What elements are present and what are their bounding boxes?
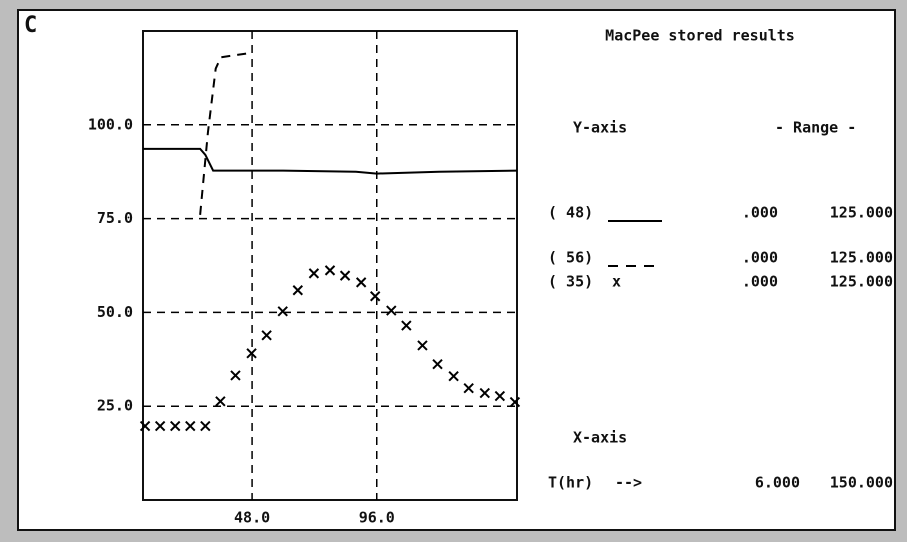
marker — [355, 277, 367, 288]
marker — [369, 291, 381, 302]
x-tick-label: 96.0 — [359, 509, 395, 527]
y-tick-label: 25.0 — [97, 397, 133, 415]
marker — [479, 387, 491, 399]
legend-label: ( 56) — [548, 249, 593, 267]
legend-label: ( 35) — [548, 273, 593, 291]
marker — [292, 285, 304, 296]
marker — [277, 306, 288, 317]
screen — [17, 9, 896, 531]
legend-range-max: 125.000 — [830, 273, 893, 291]
marker — [494, 390, 506, 402]
marker — [401, 320, 412, 331]
legend-range-min: .000 — [742, 273, 778, 291]
marker — [154, 420, 166, 432]
marker — [200, 420, 211, 432]
legend-label: ( 48) — [548, 204, 593, 222]
y-tick-label: 50.0 — [97, 303, 133, 321]
marker — [417, 340, 428, 351]
x-axis-header: X-axis — [573, 429, 627, 447]
marker — [246, 348, 257, 359]
x-arrow: --> — [615, 474, 642, 492]
marker — [169, 420, 181, 432]
x-tick-label: 48.0 — [234, 509, 270, 527]
marker — [339, 270, 351, 281]
marker — [139, 420, 151, 432]
series-line — [199, 52, 248, 215]
x-unit: T(hr) — [548, 474, 593, 492]
marker — [215, 396, 226, 407]
x-range-max: 150.000 — [830, 474, 893, 492]
marker — [324, 265, 336, 276]
marker — [386, 305, 397, 316]
legend-range-min: .000 — [742, 249, 778, 267]
legend-range-min: .000 — [742, 204, 778, 222]
panel-label: C — [24, 13, 37, 38]
chart-title: MacPee stored results — [605, 27, 795, 45]
legend-y-header: Y-axis — [573, 119, 627, 137]
legend-range-header: - Range - — [775, 119, 856, 137]
marker — [432, 358, 443, 370]
x-range-min: 6.000 — [755, 474, 800, 492]
marker — [261, 330, 272, 341]
legend-marker: x — [612, 273, 621, 291]
marker — [185, 420, 196, 432]
plot-frame — [142, 30, 518, 501]
y-tick-label: 100.0 — [88, 115, 133, 133]
legend-range-max: 125.000 — [830, 204, 893, 222]
marker — [230, 370, 241, 381]
y-tick-label: 75.0 — [97, 209, 133, 227]
marker — [308, 268, 320, 279]
marker — [448, 370, 459, 382]
series-line — [143, 147, 518, 175]
marker — [509, 396, 521, 408]
marker — [463, 382, 474, 394]
legend-range-max: 125.000 — [830, 249, 893, 267]
